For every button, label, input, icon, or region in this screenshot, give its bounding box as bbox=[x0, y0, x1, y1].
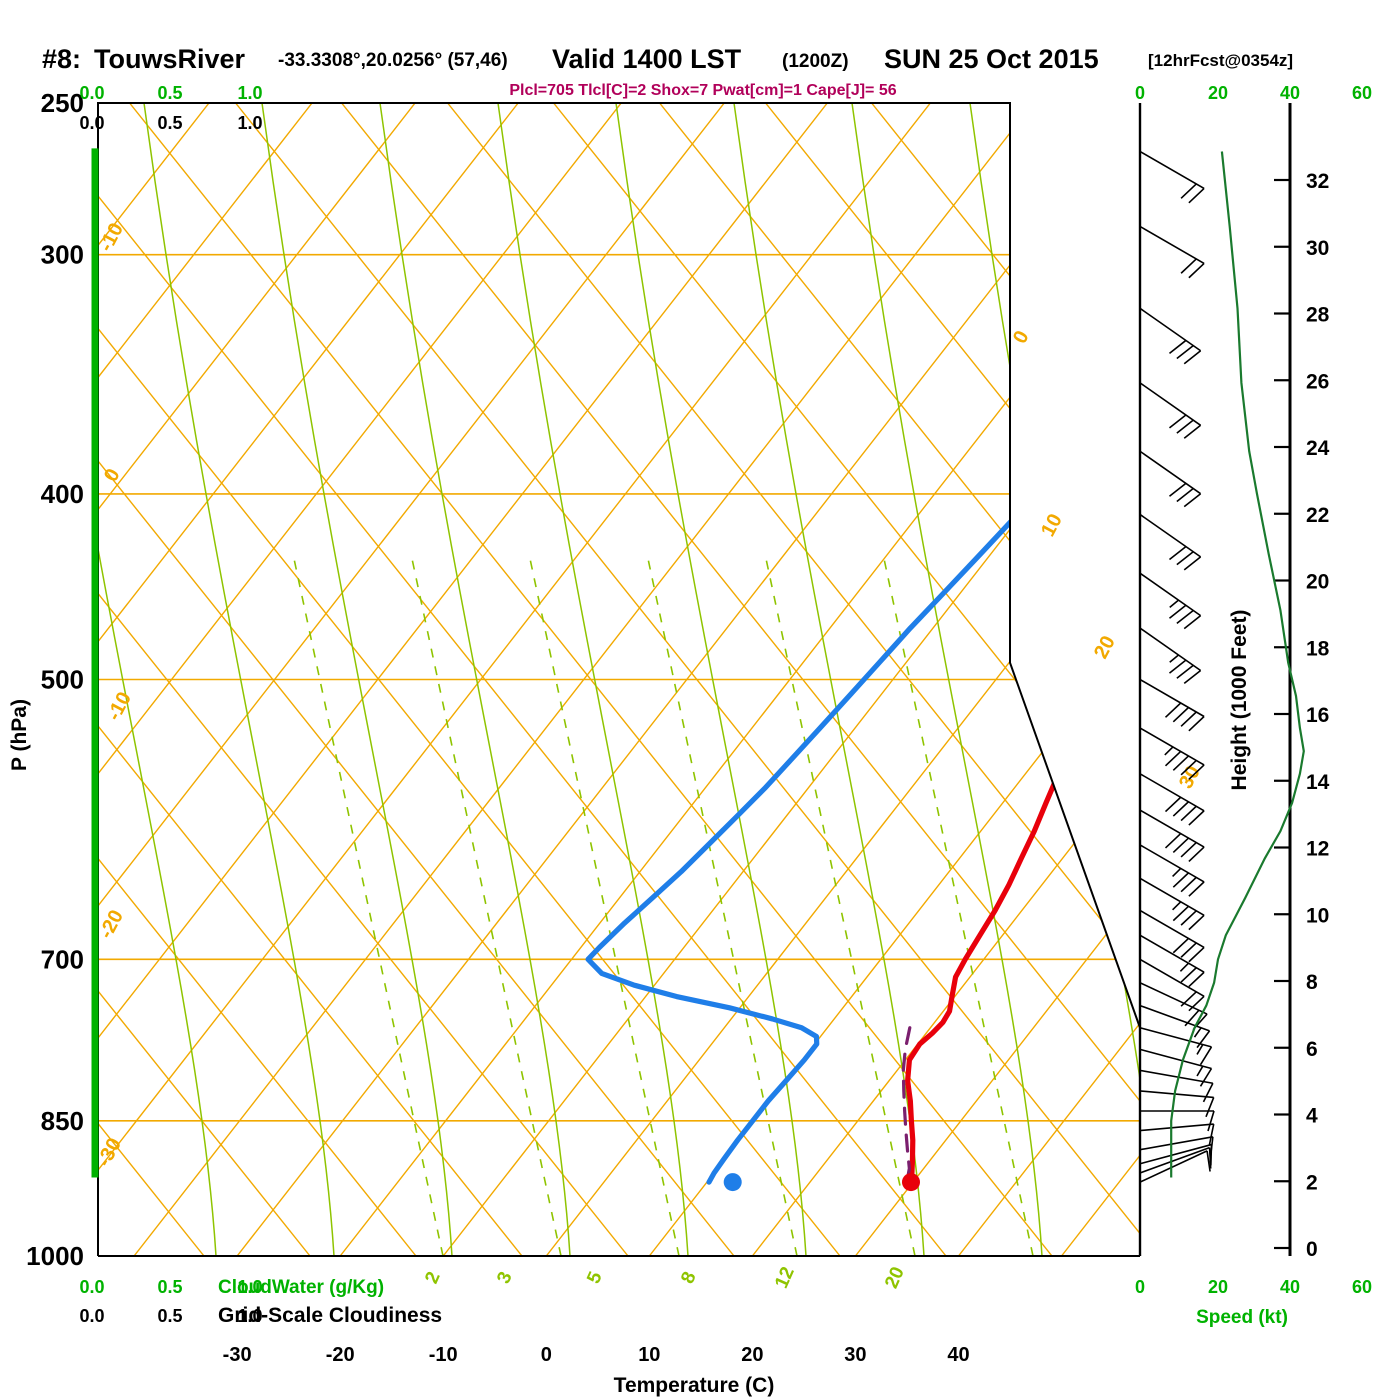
temperature-tick: 40 bbox=[947, 1344, 969, 1366]
temperature-axis: -30 -20 -10 0 10 20 30 40 Temperature (C) bbox=[223, 1344, 970, 1397]
cloudiness-tick: 0.5 bbox=[157, 1306, 182, 1326]
wind-barbs bbox=[1139, 150, 1215, 1183]
height-tick: 20 bbox=[1306, 571, 1329, 594]
isobar-lines bbox=[98, 253, 1140, 1256]
cloudiness-tick: 1.0 bbox=[237, 113, 262, 133]
height-tick: 6 bbox=[1306, 1038, 1318, 1061]
temperature-tick: 30 bbox=[844, 1344, 866, 1366]
temperature-tick: 10 bbox=[638, 1344, 660, 1366]
cloudwater-tick: 1.0 bbox=[237, 83, 262, 103]
station-coords: -33.3308°,20.0256° (57,46) bbox=[278, 50, 508, 71]
height-tick: 32 bbox=[1306, 170, 1329, 193]
cloudwater-tick: 1.0 bbox=[237, 1277, 262, 1297]
temperature-tick: -10 bbox=[429, 1344, 458, 1366]
height-axis-title: Height (1000 Feet) bbox=[1228, 610, 1251, 791]
mixing-ratio-lines bbox=[292, 553, 1034, 1256]
station-id: #8: bbox=[42, 44, 81, 74]
cloudwater-tick: 0.0 bbox=[79, 83, 104, 103]
station-name: TouwsRiver bbox=[94, 44, 246, 74]
speed-tick: 0 bbox=[1135, 83, 1145, 103]
speed-tick: 60 bbox=[1352, 83, 1372, 103]
pressure-tick: 700 bbox=[41, 944, 84, 974]
speed-axis-title: Speed (kt) bbox=[1196, 1307, 1288, 1328]
temperature-axis-title: Temperature (C) bbox=[614, 1374, 775, 1397]
height-tick: 14 bbox=[1306, 771, 1330, 794]
temperature-profile-line bbox=[905, 148, 1140, 1185]
pressure-axis: 250 300 400 500 700 850 1000 P (hPa) bbox=[8, 88, 84, 1271]
height-tick: 12 bbox=[1306, 838, 1329, 861]
height-tick: 24 bbox=[1306, 437, 1330, 460]
pressure-tick: 500 bbox=[41, 665, 84, 695]
speed-tick: 20 bbox=[1208, 1277, 1228, 1297]
cloudiness-tick: 1.0 bbox=[237, 1306, 262, 1326]
pressure-tick: 250 bbox=[41, 88, 84, 118]
cloudiness-tick: 0.5 bbox=[157, 113, 182, 133]
temperature-tick: 20 bbox=[741, 1344, 763, 1366]
cloudiness-axis-title: Grid-Scale Cloudiness bbox=[218, 1304, 442, 1327]
valid-time: Valid 1400 LST bbox=[552, 44, 742, 74]
pressure-tick: 850 bbox=[41, 1106, 84, 1136]
speed-tick: 60 bbox=[1352, 1277, 1372, 1297]
height-tick: 30 bbox=[1306, 237, 1329, 260]
speed-profile-line bbox=[1170, 151, 1305, 1178]
speed-tick: 40 bbox=[1280, 83, 1300, 103]
valid-date: SUN 25 Oct 2015 bbox=[884, 44, 1099, 74]
surface-temperature-marker bbox=[901, 1173, 920, 1192]
height-tick: 8 bbox=[1306, 971, 1318, 994]
forecast-tag: [12hrFcst@0354z] bbox=[1148, 51, 1293, 70]
height-tick: 26 bbox=[1306, 370, 1329, 393]
parcel-profile-line bbox=[901, 1026, 912, 1184]
height-tick: 4 bbox=[1306, 1105, 1318, 1128]
temperature-tick: -20 bbox=[326, 1344, 355, 1366]
speed-tick: 40 bbox=[1280, 1277, 1300, 1297]
stability-stats: Plcl=705 Tlcl[C]=2 Shox=7 Pwat[cm]=1 Cap… bbox=[509, 82, 896, 99]
cloudwater-axis-title: CloudWater (g/Kg) bbox=[218, 1277, 384, 1298]
height-tick: 16 bbox=[1306, 704, 1329, 727]
height-tick: 22 bbox=[1306, 504, 1329, 527]
cloudiness-tick: 0.0 bbox=[79, 1306, 104, 1326]
pressure-tick: 1000 bbox=[26, 1241, 84, 1271]
temperature-tick: 0 bbox=[541, 1344, 552, 1366]
height-tick: 18 bbox=[1306, 637, 1330, 660]
pressure-tick: 300 bbox=[41, 240, 84, 270]
skewt-plot-area bbox=[98, 103, 1140, 1256]
height-tick: 2 bbox=[1306, 1171, 1318, 1194]
cloudwater-tick: 0.0 bbox=[79, 1277, 104, 1297]
height-tick: 0 bbox=[1306, 1238, 1318, 1261]
cloudwater-scale-top: 0.0 0.5 1.0 0.0 0.5 1.0 bbox=[79, 83, 262, 133]
valid-time-z: (1200Z) bbox=[782, 51, 849, 72]
temperature-tick: -30 bbox=[223, 1344, 252, 1366]
cloudwater-tick: 0.5 bbox=[157, 83, 182, 103]
pressure-tick: 400 bbox=[41, 479, 84, 509]
height-tick: 28 bbox=[1306, 304, 1330, 327]
cloudwater-tick: 0.5 bbox=[157, 1277, 182, 1297]
speed-tick: 0 bbox=[1135, 1277, 1145, 1297]
surface-dewpoint-marker bbox=[723, 1173, 742, 1192]
pressure-axis-title: P (hPa) bbox=[8, 699, 31, 771]
height-tick: 10 bbox=[1306, 904, 1329, 927]
header: #8: TouwsRiver -33.3308°,20.0256° (57,46) V… bbox=[42, 44, 1293, 99]
speed-tick: 20 bbox=[1208, 83, 1228, 103]
cloudiness-tick: 0.0 bbox=[79, 113, 104, 133]
